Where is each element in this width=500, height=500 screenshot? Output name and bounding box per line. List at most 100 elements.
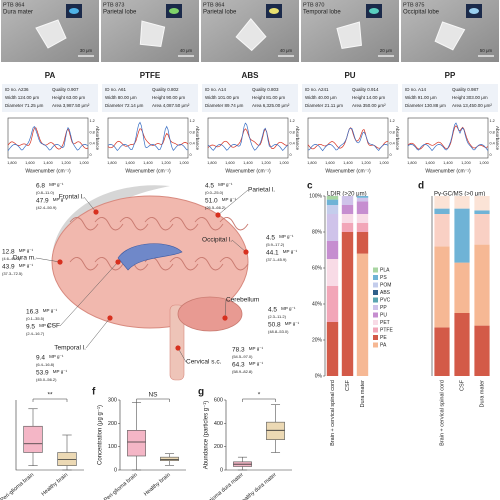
spectrum-reference	[307, 127, 389, 150]
spectrum-x-tick: 1,000	[279, 161, 289, 165]
gyrus	[69, 257, 99, 271]
sample-id: PTB 873	[103, 2, 124, 8]
box	[127, 430, 146, 457]
legend-label: PTFE	[380, 327, 393, 333]
bar-segment	[341, 214, 354, 223]
unit: MP g⁻¹	[39, 323, 54, 328]
spectrum-sample	[107, 121, 188, 152]
info: Area 4,087.50 μm²	[152, 103, 190, 108]
spectrum-y-tick: 0	[290, 153, 292, 157]
bar-segment	[454, 208, 470, 263]
spectrum-x-tick: 1,600	[325, 161, 335, 165]
spectrum-x-tick: 1,000	[179, 161, 189, 165]
legend-label: PU	[380, 312, 387, 318]
y-axis-label: Abundance (particles g⁻¹)	[204, 401, 210, 470]
unit: MP g⁻¹	[249, 361, 264, 366]
y-tick-label: 0	[220, 467, 223, 473]
spectrum-x-tick: 1,400	[443, 161, 453, 165]
bar-segment	[474, 214, 490, 245]
info-box	[202, 84, 298, 112]
info: Width 80.00 μm	[105, 95, 137, 100]
axes	[15, 400, 84, 471]
bar-segment	[341, 223, 354, 232]
bar-segment	[434, 208, 450, 214]
spectrum-y-tick: 0.8	[490, 130, 495, 134]
ldir-value: 6.8	[36, 183, 45, 190]
unit: MP g⁻¹	[43, 308, 58, 313]
bar-segment	[341, 232, 354, 376]
info: Area 13,450.00 μm²	[452, 103, 492, 108]
spectrum-frame	[407, 117, 489, 159]
chart-title: Py-GC/MS (>0 μm)	[434, 192, 485, 198]
box	[160, 456, 179, 461]
leader	[85, 317, 111, 349]
legend-label: PE	[380, 335, 387, 341]
x-tick-label: CSF	[345, 379, 351, 391]
unit: MP g⁻¹	[53, 369, 68, 374]
scale-label: 30 μm	[80, 48, 93, 53]
info: Diameter 130.88 μm	[405, 103, 446, 108]
particle	[35, 19, 67, 49]
bar-segment	[356, 197, 369, 202]
y-tick-label: 600	[214, 397, 223, 403]
bar-segment	[341, 205, 354, 214]
info: Quality 0.907	[52, 87, 79, 92]
spectrum-x-tick: 1,400	[143, 161, 153, 165]
bar-segment	[434, 196, 450, 209]
leader	[83, 196, 97, 213]
pygc-value: 44.1	[266, 250, 279, 257]
x-tick-label: CSF	[459, 379, 465, 391]
gyrus	[194, 257, 224, 271]
pygc-value: 43.9	[2, 264, 15, 271]
spectrum-y-tick: 0.4	[90, 142, 95, 146]
spectrum-x-tick: 1,000	[79, 161, 89, 165]
spectrum-x-label: Wavenumber (cm⁻¹)	[225, 168, 271, 174]
spectrum-y-tick: 0.4	[190, 142, 195, 146]
y-tick-label: 40%	[312, 301, 323, 307]
info: Quality 0.803	[252, 87, 279, 92]
spectrum-x-tick: 1,800	[207, 161, 217, 165]
legend-swatch	[373, 320, 378, 325]
legend-swatch	[373, 342, 378, 348]
sample-id: PTB 875	[403, 2, 424, 8]
sample-id: PTB 870	[303, 2, 324, 8]
x-tick-label: Dura mater	[479, 380, 485, 408]
spectrum-x-label: Wavenumber (cm⁻¹)	[25, 168, 71, 174]
spectrum-x-tick: 1,600	[225, 161, 235, 165]
particle	[336, 21, 362, 49]
ldir-range: (0.8–11.0)	[36, 190, 55, 195]
box	[23, 425, 43, 453]
scale-label: 40 μm	[180, 48, 193, 53]
particle	[139, 20, 166, 47]
sample-region: Temporal lobe	[303, 10, 341, 16]
unit: MP g⁻¹	[19, 248, 34, 253]
leader	[177, 347, 187, 363]
region-name: CSF	[47, 323, 60, 330]
ldir-value: 4.5	[205, 183, 214, 190]
cerebellum	[177, 296, 243, 332]
spectrum-y-tick: 0.8	[390, 130, 395, 134]
bar-segment	[356, 232, 369, 254]
ldir-value: 78.3	[232, 347, 245, 354]
brain	[51, 195, 249, 329]
polymer-name: PA	[45, 71, 56, 80]
spectrum-frame	[307, 117, 389, 159]
spectrum-x-tick: 1,800	[307, 161, 317, 165]
y-tick-label: 400	[214, 421, 223, 427]
unit: MP g⁻¹	[218, 182, 233, 187]
info: Quality 0.914	[352, 87, 379, 92]
gyrus	[219, 257, 249, 271]
region-dot	[175, 345, 181, 351]
spectrum-x-label: Wavenumber (cm⁻¹)	[125, 168, 171, 174]
info: Height 63.00 μm	[52, 95, 85, 100]
gyrus	[119, 217, 149, 231]
spectrum-y-tick: 1.2	[90, 119, 95, 123]
region-dot	[107, 315, 113, 321]
info-box	[2, 84, 98, 112]
x-tick-label: Healthy brain	[143, 472, 172, 497]
y-tick-label: 80%	[312, 229, 323, 235]
significance-bracket	[242, 398, 276, 402]
legend-swatch	[373, 275, 378, 280]
spectrum-y-label: Absorbance	[495, 126, 500, 151]
